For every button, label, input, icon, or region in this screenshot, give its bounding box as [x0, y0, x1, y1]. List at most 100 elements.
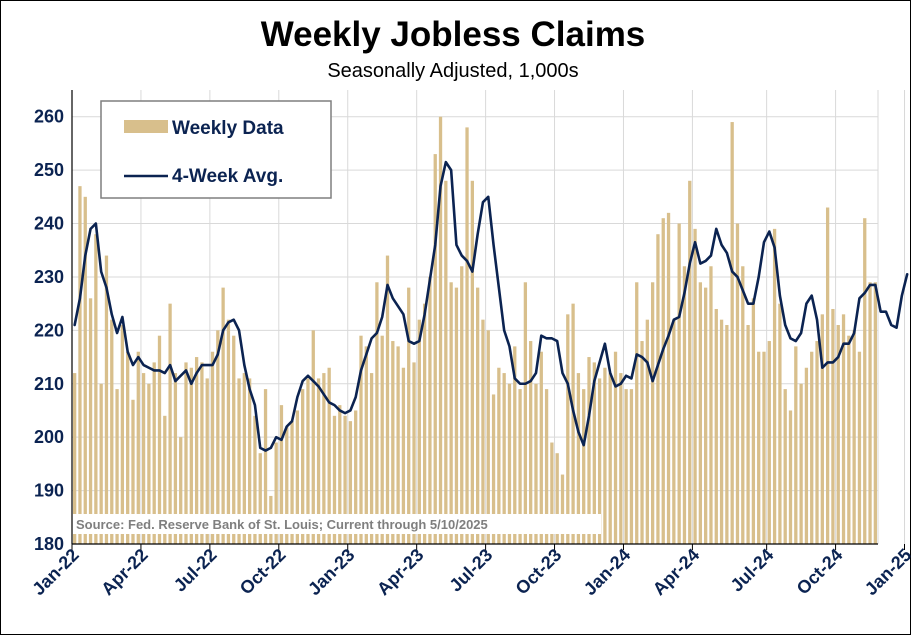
weekly-bar: [741, 266, 745, 544]
weekly-bar: [412, 362, 416, 544]
weekly-bar: [555, 453, 559, 544]
weekly-bar: [258, 453, 262, 544]
weekly-bar: [221, 287, 225, 544]
weekly-bar: [322, 373, 326, 544]
weekly-bar: [433, 154, 437, 544]
weekly-bar: [476, 287, 480, 544]
weekly-bar: [852, 330, 856, 544]
weekly-bar: [454, 287, 459, 544]
weekly-bar: [147, 383, 151, 544]
weekly-bar: [279, 405, 284, 544]
weekly-bar: [513, 346, 517, 544]
weekly-bar: [778, 303, 782, 544]
weekly-bar: [327, 367, 331, 544]
weekly-bar: [491, 394, 496, 544]
weekly-bar: [465, 127, 469, 544]
weekly-bar: [629, 389, 634, 544]
weekly-bar: [115, 389, 119, 544]
weekly-bar: [332, 415, 337, 544]
weekly-bar: [285, 426, 289, 544]
weekly-bar: [666, 212, 671, 544]
weekly-bar: [868, 282, 872, 544]
weekly-bar: [163, 415, 167, 544]
weekly-bar: [873, 282, 877, 544]
y-tick-label: 240: [34, 214, 64, 234]
weekly-bar: [486, 330, 490, 544]
weekly-bar: [396, 346, 400, 544]
weekly-bar: [375, 282, 379, 544]
weekly-bar: [597, 378, 602, 544]
y-tick-label: 260: [34, 107, 64, 127]
weekly-bar: [126, 351, 130, 544]
weekly-bar: [428, 276, 432, 544]
weekly-bar: [104, 255, 109, 544]
weekly-bar: [348, 421, 353, 544]
weekly-bar: [253, 415, 257, 544]
weekly-bar: [141, 373, 146, 544]
four-week-avg-series: [73, 160, 909, 452]
weekly-bar: [263, 389, 268, 544]
weekly-bar: [343, 415, 347, 544]
y-tick-label: 190: [34, 481, 64, 501]
legend-swatch-weekly: [124, 120, 168, 133]
weekly-bar: [136, 351, 140, 544]
weekly-bar: [799, 383, 803, 544]
weekly-bar: [704, 287, 708, 544]
weekly-bar: [841, 314, 846, 544]
weekly-bar: [762, 351, 766, 544]
weekly-bar: [794, 346, 798, 544]
weekly-bar: [529, 341, 533, 544]
weekly-bar: [274, 442, 278, 544]
weekly-bar: [693, 228, 697, 544]
weekly-bar: [566, 314, 570, 544]
weekly-bar: [831, 308, 835, 544]
weekly-bar: [407, 287, 411, 544]
weekly-bar: [189, 367, 193, 544]
weekly-bar: [301, 389, 305, 544]
weekly-bar: [772, 228, 777, 544]
weekly-bar: [316, 378, 321, 544]
weekly-bar: [422, 303, 427, 544]
weekly-bar: [725, 325, 729, 544]
weekly-bar: [417, 319, 421, 544]
weekly-bar: [210, 351, 215, 544]
weekly-bar: [603, 367, 607, 544]
weekly-bar: [497, 367, 501, 544]
weekly-bar: [735, 223, 740, 544]
weekly-bar: [502, 373, 506, 544]
weekly-bar: [131, 399, 135, 544]
weekly-bar: [783, 389, 787, 544]
weekly-bar: [688, 180, 692, 545]
weekly-bar: [820, 314, 824, 544]
weekly-bar: [645, 319, 649, 544]
weekly-bar: [179, 437, 183, 544]
weekly-bar: [677, 223, 681, 544]
weekly-bar: [168, 303, 172, 544]
weekly-bar: [624, 389, 628, 544]
weekly-bar: [194, 357, 199, 544]
weekly-bar: [306, 378, 310, 544]
y-tick-label: 210: [34, 374, 64, 394]
weekly-bar: [544, 389, 549, 544]
weekly-bar: [804, 367, 809, 544]
weekly-bar: [815, 341, 819, 544]
weekly-bar: [810, 351, 814, 544]
weekly-bar: [460, 266, 464, 544]
weekly-bar: [709, 266, 713, 544]
chart-subtitle: Seasonally Adjusted, 1,000s: [327, 60, 578, 82]
legend: Weekly Data 4-Week Avg.: [100, 100, 332, 199]
weekly-bar: [730, 122, 734, 545]
weekly-bar: [173, 373, 178, 544]
weekly-bar: [242, 373, 246, 544]
y-tick-label: 220: [34, 320, 64, 340]
weekly-bar: [560, 474, 565, 544]
weekly-bar: [714, 308, 718, 544]
weekly-bar: [338, 405, 342, 544]
weekly-bar: [576, 373, 581, 544]
weekly-bar: [438, 116, 443, 545]
weekly-bar: [672, 319, 676, 544]
four-week-avg-line: [73, 160, 909, 452]
weekly-bar: [78, 186, 82, 544]
weekly-bar: [200, 362, 204, 544]
weekly-bar: [534, 383, 538, 544]
